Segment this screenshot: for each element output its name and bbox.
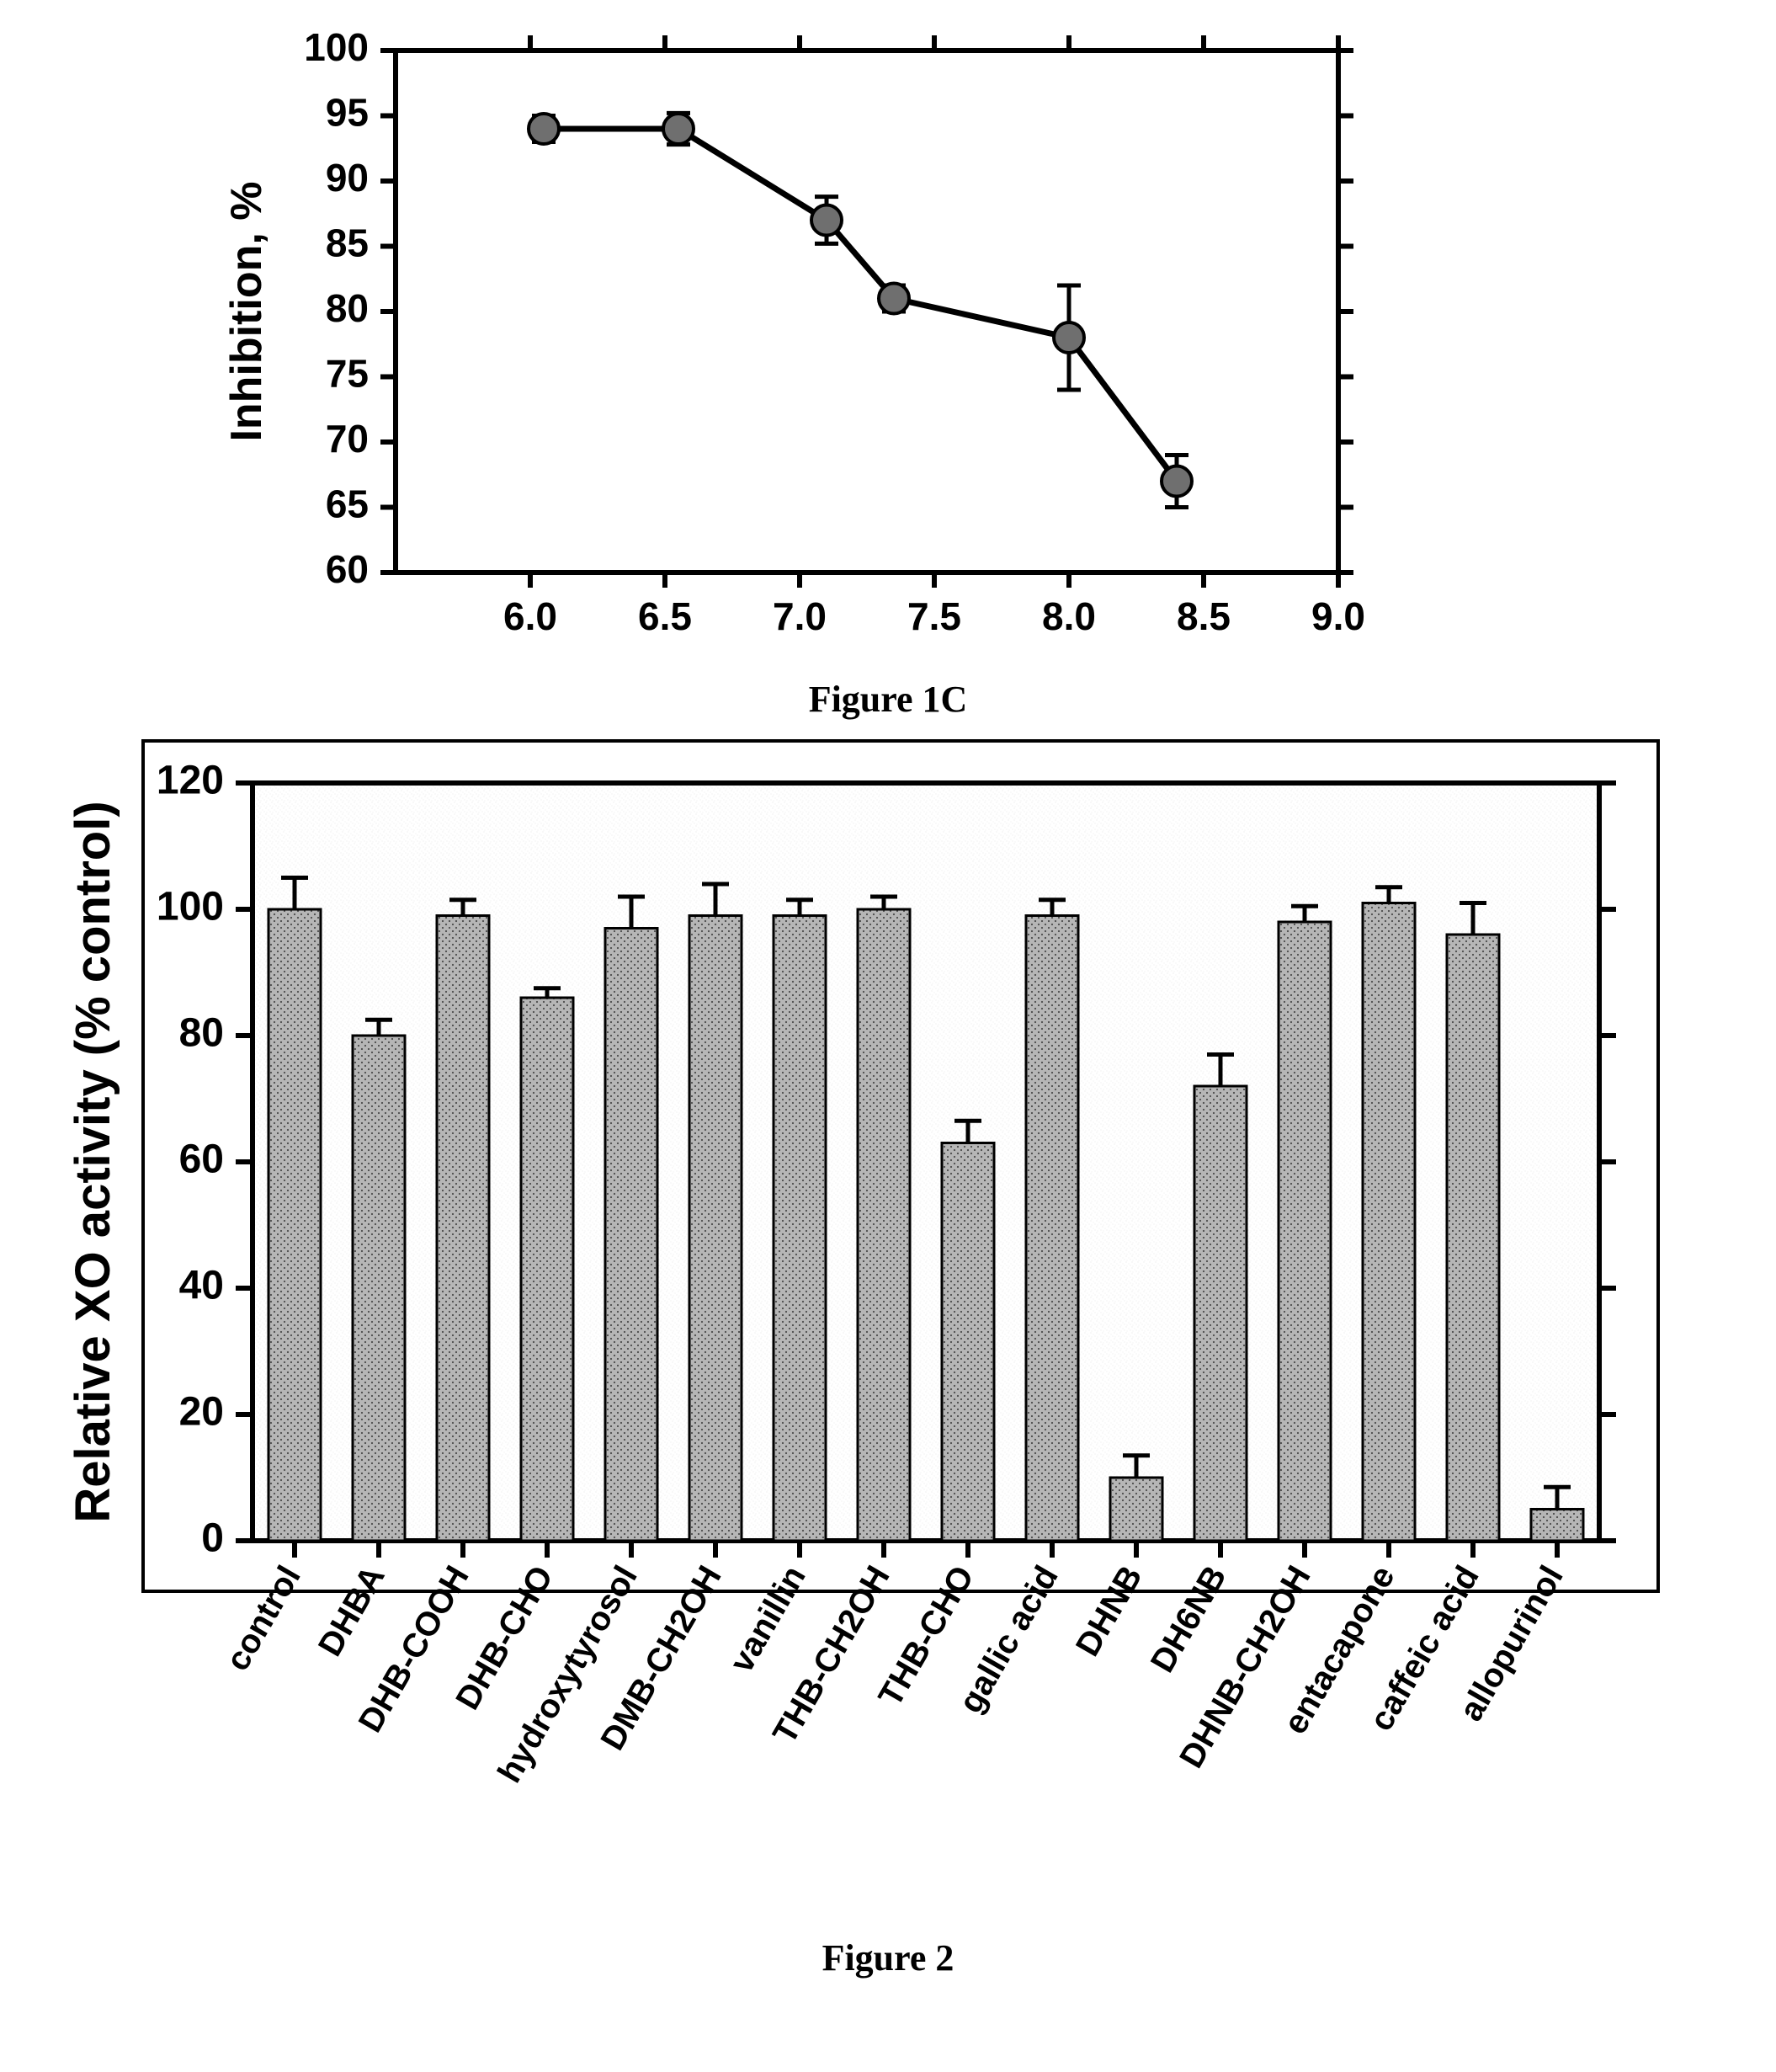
bar	[942, 1143, 994, 1542]
bar	[269, 909, 321, 1541]
y-tick-label: 60	[179, 1137, 224, 1182]
category-label: DHBA	[311, 1560, 392, 1663]
bar	[1447, 935, 1499, 1541]
y-tick-label: 120	[157, 759, 224, 803]
bar	[521, 998, 573, 1541]
bar	[774, 916, 826, 1542]
bar	[1531, 1510, 1583, 1542]
bar	[1363, 903, 1415, 1542]
bar	[605, 929, 657, 1542]
category-label: DHNB	[1069, 1560, 1150, 1663]
page: 60657075808590951006.06.57.07.58.08.59.0…	[0, 0, 1776, 2072]
bar	[689, 916, 742, 1542]
bar	[353, 1036, 405, 1541]
y-tick-label: 40	[179, 1264, 224, 1308]
bar	[437, 916, 489, 1542]
y-axis-label: Relative XO activity (% control)	[66, 801, 120, 1522]
y-tick-label: 100	[157, 885, 224, 929]
bar	[1110, 1478, 1162, 1541]
bar	[1279, 922, 1331, 1541]
bar	[1194, 1086, 1247, 1541]
category-label: vanillin	[723, 1560, 813, 1679]
y-tick-label: 0	[201, 1516, 224, 1561]
bar	[858, 909, 910, 1541]
category-label: DH6NB	[1144, 1560, 1234, 1679]
category-label: control	[219, 1560, 308, 1677]
figure-2-chart: 0 20 40 60 80 100 120 Relative XO activity (% c…	[0, 0, 1776, 1936]
figure-2-caption: Figure 2	[0, 1936, 1776, 1979]
bar	[1026, 916, 1078, 1542]
y-tick-label: 20	[179, 1390, 224, 1435]
y-tick-label: 80	[179, 1011, 224, 1056]
